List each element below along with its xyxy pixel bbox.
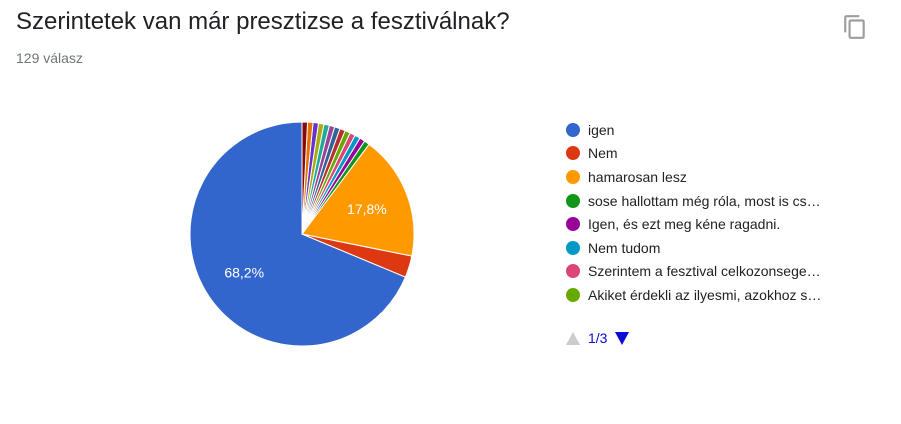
legend-item[interactable]: Szerintem a fesztival celkozonsege… — [566, 260, 821, 284]
legend-label: sose hallottam még róla, most is cs… — [588, 192, 821, 209]
legend-item[interactable]: sose hallottam még róla, most is cs… — [566, 189, 821, 213]
pie-slice-2[interactable] — [301, 143, 415, 257]
legend-pager: 1/3 — [566, 330, 630, 346]
legend-item[interactable]: Nem — [566, 142, 821, 166]
legend-swatch — [566, 169, 580, 184]
legend-swatch — [566, 146, 580, 161]
legend-item[interactable]: igen — [566, 118, 821, 142]
legend-item[interactable]: Nem tudom — [566, 236, 821, 260]
legend-label: Nem — [588, 145, 618, 162]
pie-slice-15[interactable] — [301, 121, 309, 235]
legend-swatch — [566, 264, 580, 279]
page-title: Szerintetek van már presztizse a fesztiv… — [16, 8, 510, 35]
pie-slice-0[interactable] — [189, 121, 407, 347]
legend-swatch — [566, 287, 580, 302]
legend-swatch — [566, 217, 580, 232]
slice-data-label: 17,8% — [347, 201, 387, 217]
legend-label: igen — [588, 121, 615, 138]
legend-label: Akiket érdekli az ilyesmi, azokhoz s… — [588, 286, 822, 303]
pager-label: 1/3 — [588, 330, 608, 346]
legend-item[interactable]: Akiket érdekli az ilyesmi, azokhoz s… — [566, 283, 821, 307]
legend-label: Igen, és ezt meg kéne ragadni. — [588, 216, 781, 233]
response-count: 129 válasz — [16, 50, 83, 66]
legend-swatch — [566, 193, 580, 208]
legend-label: Szerintem a fesztival celkozonsege… — [588, 263, 821, 280]
legend-item[interactable]: hamarosan lesz — [566, 165, 821, 189]
copy-icon[interactable] — [842, 14, 868, 40]
pie-chart: 68,2% 17,8% — [189, 121, 415, 347]
legend-swatch — [566, 240, 580, 255]
legend-swatch — [566, 122, 580, 137]
triangle-up-icon — [566, 331, 580, 345]
legend-label: hamarosan lesz — [588, 168, 687, 185]
legend-item[interactable]: Igen, és ezt meg kéne ragadni. — [566, 212, 821, 236]
chart-legend: igen Nem hamarosan lesz sose hallottam még … — [566, 118, 821, 307]
slice-data-label: 68,2% — [224, 265, 264, 281]
triangle-down-icon[interactable] — [615, 331, 630, 345]
legend-label: Nem tudom — [588, 239, 661, 256]
